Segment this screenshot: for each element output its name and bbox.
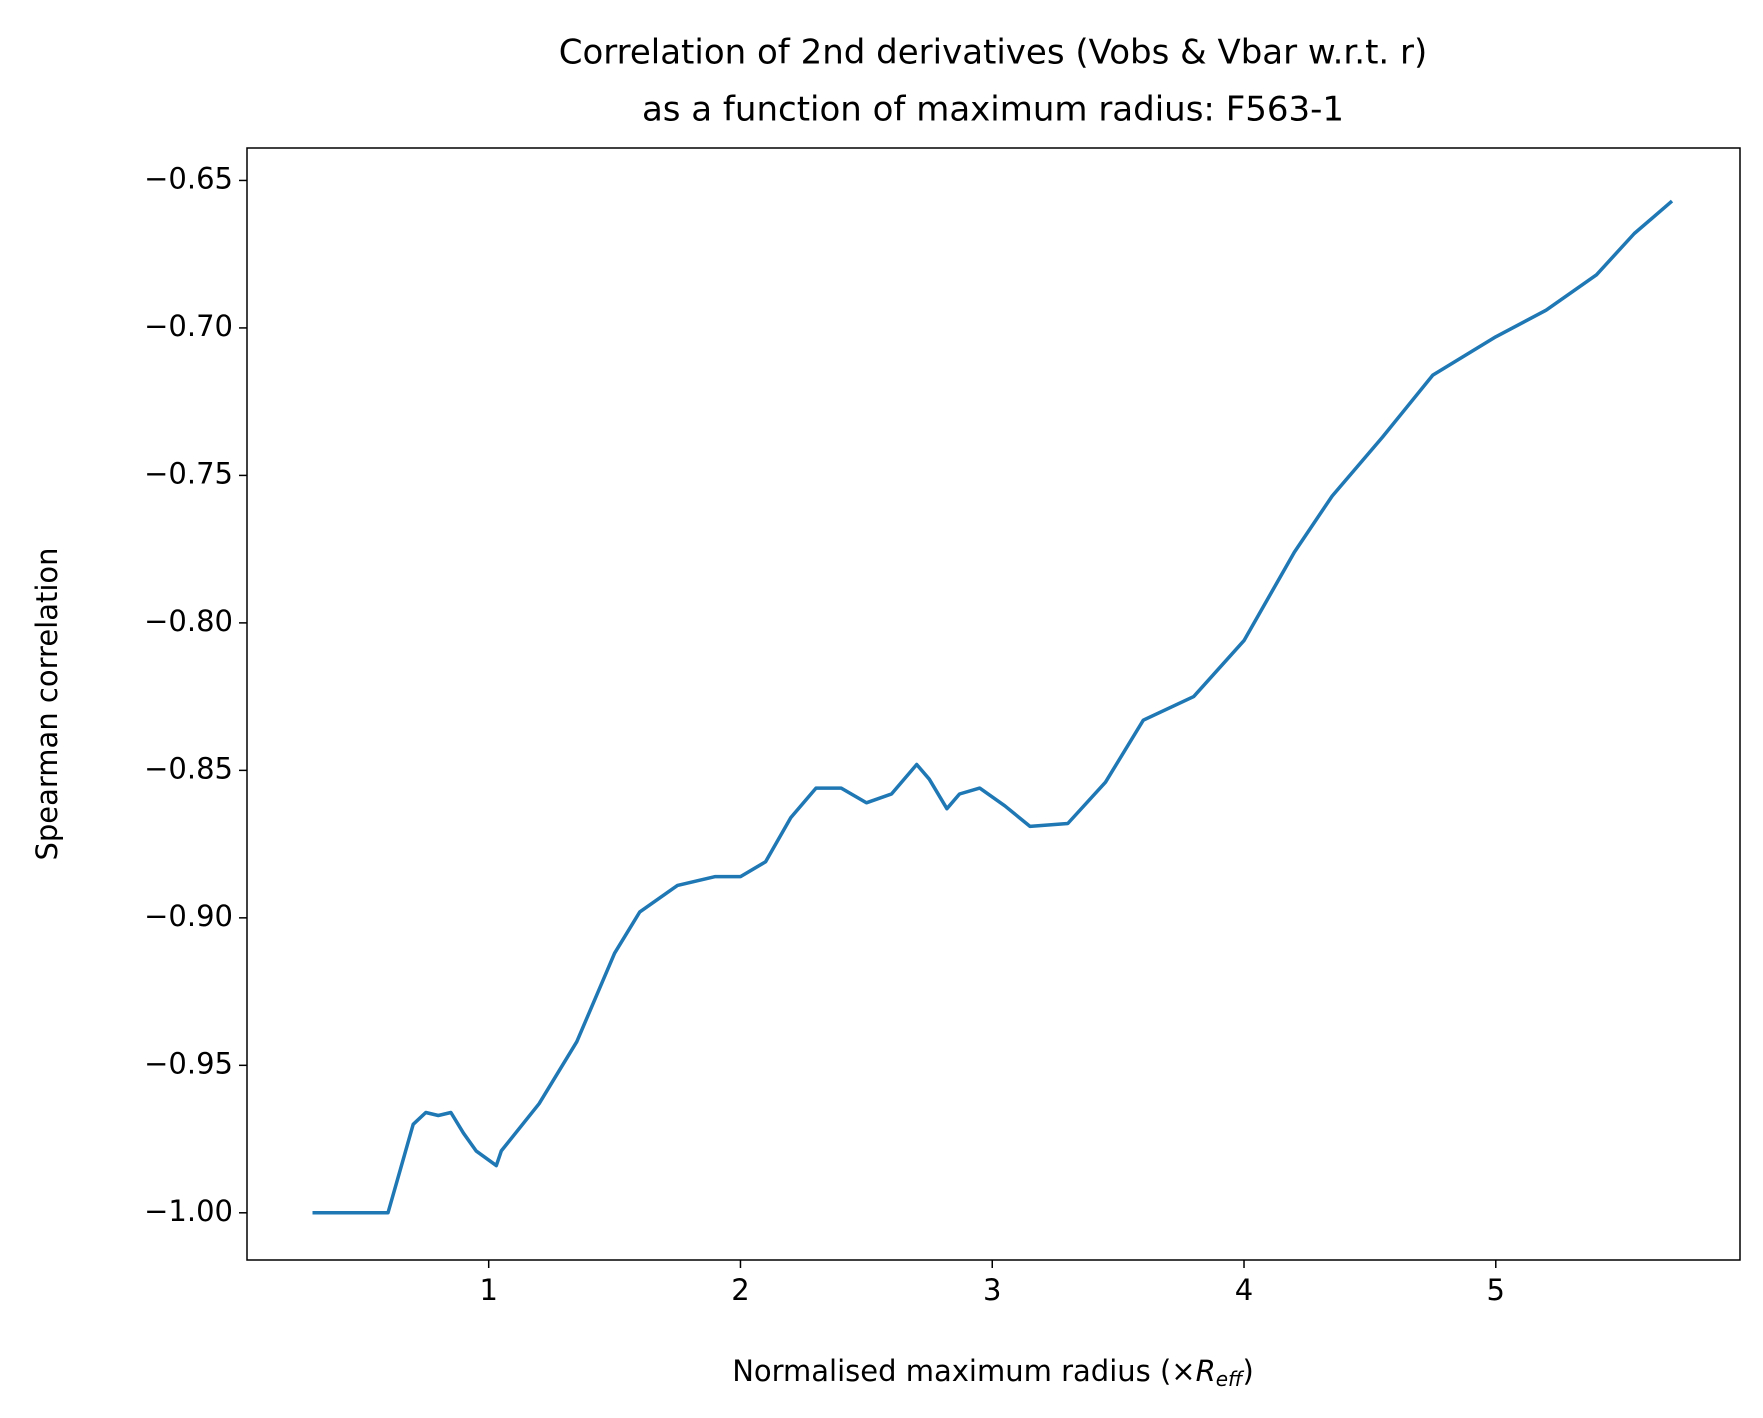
x-tick-label: 1 — [479, 1273, 497, 1307]
x-tick-label: 4 — [1235, 1273, 1253, 1307]
chart-title: as a function of maximum radius: F563-1 — [642, 90, 1344, 130]
y-tick-label: −0.80 — [144, 604, 233, 638]
y-tick-label: −0.85 — [144, 751, 233, 785]
x-label-subscript: eff — [1216, 1367, 1245, 1391]
x-label-symbol: R — [1196, 1354, 1216, 1388]
data-line — [312, 199, 1674, 1215]
x-label-text: Normalised maximum radius (× — [732, 1354, 1195, 1388]
x-tick-label: 5 — [1487, 1273, 1505, 1307]
x-tick-label: 3 — [983, 1273, 1001, 1307]
y-tick-label: −0.65 — [144, 161, 233, 195]
y-tick-label: −0.95 — [144, 1046, 233, 1080]
y-axis-label: Spearman correlation — [30, 547, 64, 860]
plot-frame — [246, 147, 1741, 1261]
y-tick-label: −0.70 — [144, 309, 233, 343]
y-tick-label: −0.75 — [144, 456, 233, 490]
y-tick-label: −1.00 — [144, 1194, 233, 1228]
y-tick-label: −0.90 — [144, 899, 233, 933]
chart-title: Correlation of 2nd derivatives (Vobs & V… — [559, 33, 1428, 73]
x-label-close: ) — [1242, 1354, 1253, 1388]
x-tick-label: 2 — [731, 1273, 749, 1307]
x-axis-label: Normalised maximum radius (×Reff) — [732, 1354, 1254, 1391]
